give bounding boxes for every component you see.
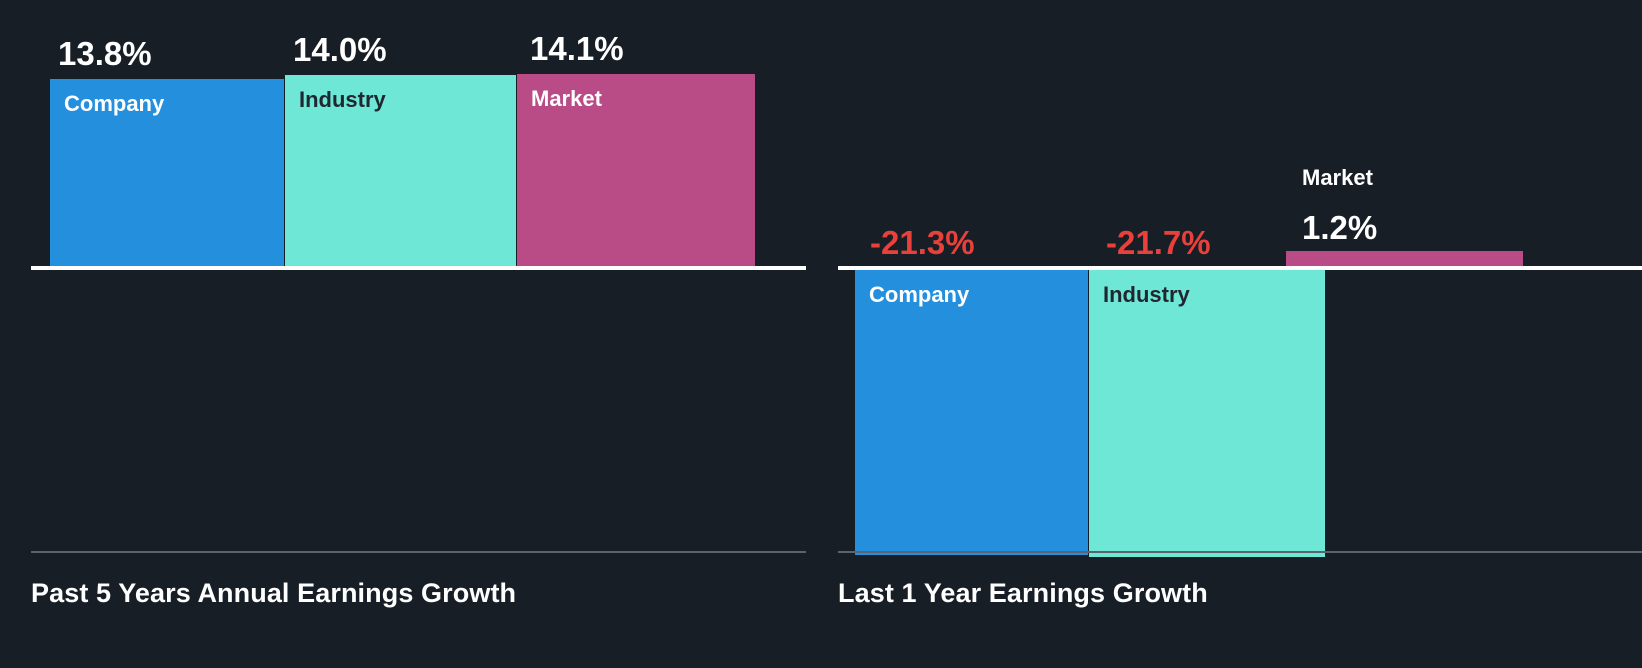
bar-label-company-left: Company bbox=[64, 91, 165, 116]
bar-value-market-right: 1.2% bbox=[1302, 209, 1378, 246]
bar-industry-right[interactable]: Industry bbox=[1089, 270, 1325, 557]
bar-value-company-right: -21.3% bbox=[870, 224, 975, 261]
plot-area-left: Company 13.8% Industry 14.0% Market 14.1… bbox=[0, 0, 806, 560]
chart-divider-right bbox=[838, 551, 1642, 553]
bar-label-industry-left: Industry bbox=[299, 87, 386, 112]
zero-baseline-right-extension bbox=[1522, 266, 1642, 270]
bar-value-company-left: 13.8% bbox=[58, 35, 152, 72]
bar-industry-left[interactable]: Industry bbox=[285, 75, 516, 266]
plot-area-right: Company -21.3% Industry -21.7% Market 1.… bbox=[838, 0, 1642, 560]
chart-title-last-1-year: Last 1 Year Earnings Growth bbox=[838, 578, 1208, 608]
bar-value-market-left: 14.1% bbox=[530, 30, 624, 67]
bar-market-right[interactable] bbox=[1286, 251, 1523, 266]
bar-market-left[interactable]: Market bbox=[517, 74, 755, 266]
bar-value-industry-right: -21.7% bbox=[1106, 224, 1211, 261]
chart-panel-past-5-years: Company 13.8% Industry 14.0% Market 14.1… bbox=[0, 0, 806, 668]
bar-company-right[interactable]: Company bbox=[855, 270, 1088, 555]
bar-label-company-right: Company bbox=[869, 282, 970, 307]
bar-value-industry-left: 14.0% bbox=[293, 31, 387, 68]
chart-title-past-5-years: Past 5 Years Annual Earnings Growth bbox=[31, 578, 517, 608]
bar-label-industry-right: Industry bbox=[1103, 282, 1190, 307]
chart-panel-last-1-year: Company -21.3% Industry -21.7% Market 1.… bbox=[838, 0, 1642, 668]
chart-divider-left bbox=[31, 551, 806, 553]
zero-baseline-left bbox=[31, 266, 806, 270]
bar-company-left[interactable]: Company bbox=[50, 79, 284, 266]
zero-baseline-right bbox=[838, 266, 1522, 270]
bar-label-market-right: Market bbox=[1302, 165, 1373, 190]
bar-label-market-left: Market bbox=[531, 86, 602, 111]
